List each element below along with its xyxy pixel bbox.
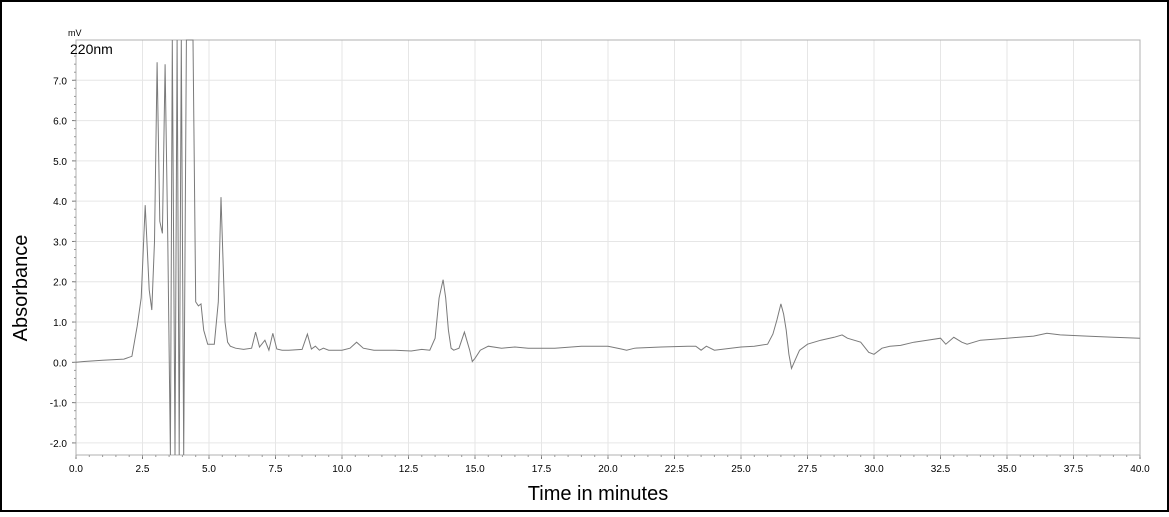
y-tick-label: 7.0 xyxy=(53,76,67,87)
y-axis-ticks: 7.0 6.0 5.0 4.0 3.0 2.0 1.0 0.0 -1.0 -2.0 xyxy=(50,55,76,450)
x-tick-label: 25.0 xyxy=(731,464,751,475)
x-tick-label: 27.5 xyxy=(798,464,818,475)
x-axis-ticks: 0.0 2.5 5.0 7.5 10.0 12.5 15.0 17.5 20.0 22.5 25.0… xyxy=(69,455,1150,475)
y-tick-label: 0.0 xyxy=(53,358,67,369)
x-tick-label: 37.5 xyxy=(1064,464,1084,475)
x-tick-label: 7.5 xyxy=(269,464,283,475)
y-tick-label: -1.0 xyxy=(50,399,68,410)
y-axis-title: Absorbance xyxy=(10,235,32,342)
x-tick-label: 35.0 xyxy=(997,464,1017,475)
y-unit-label: mV xyxy=(68,28,82,38)
y-tick-label: 4.0 xyxy=(53,197,67,208)
x-tick-label: 40.0 xyxy=(1130,464,1150,475)
x-tick-label: 32.5 xyxy=(931,464,951,475)
grid-lines xyxy=(75,40,1141,455)
y-tick-label: 5.0 xyxy=(53,157,67,168)
x-tick-label: 17.5 xyxy=(532,464,552,475)
x-tick-label: 30.0 xyxy=(864,464,884,475)
x-tick-label: 5.0 xyxy=(202,464,216,475)
trace-wavelength-label: 220nm xyxy=(70,41,113,57)
x-axis-title: Time in minutes xyxy=(528,483,668,505)
y-tick-label: 1.0 xyxy=(53,318,67,329)
x-tick-label: 22.5 xyxy=(665,464,685,475)
y-tick-label: 6.0 xyxy=(53,117,67,128)
y-tick-label: 2.0 xyxy=(53,278,67,289)
x-tick-label: 20.0 xyxy=(598,464,618,475)
y-tick-label: -2.0 xyxy=(50,439,68,450)
x-tick-label: 10.0 xyxy=(332,464,352,475)
y-tick-label: 3.0 xyxy=(53,237,67,248)
chromatogram-trace-220nm xyxy=(75,39,1141,456)
x-tick-label: 12.5 xyxy=(399,464,419,475)
x-tick-label: 15.0 xyxy=(465,464,485,475)
x-tick-label: 0.0 xyxy=(69,464,83,475)
x-tick-label: 2.5 xyxy=(136,464,150,475)
